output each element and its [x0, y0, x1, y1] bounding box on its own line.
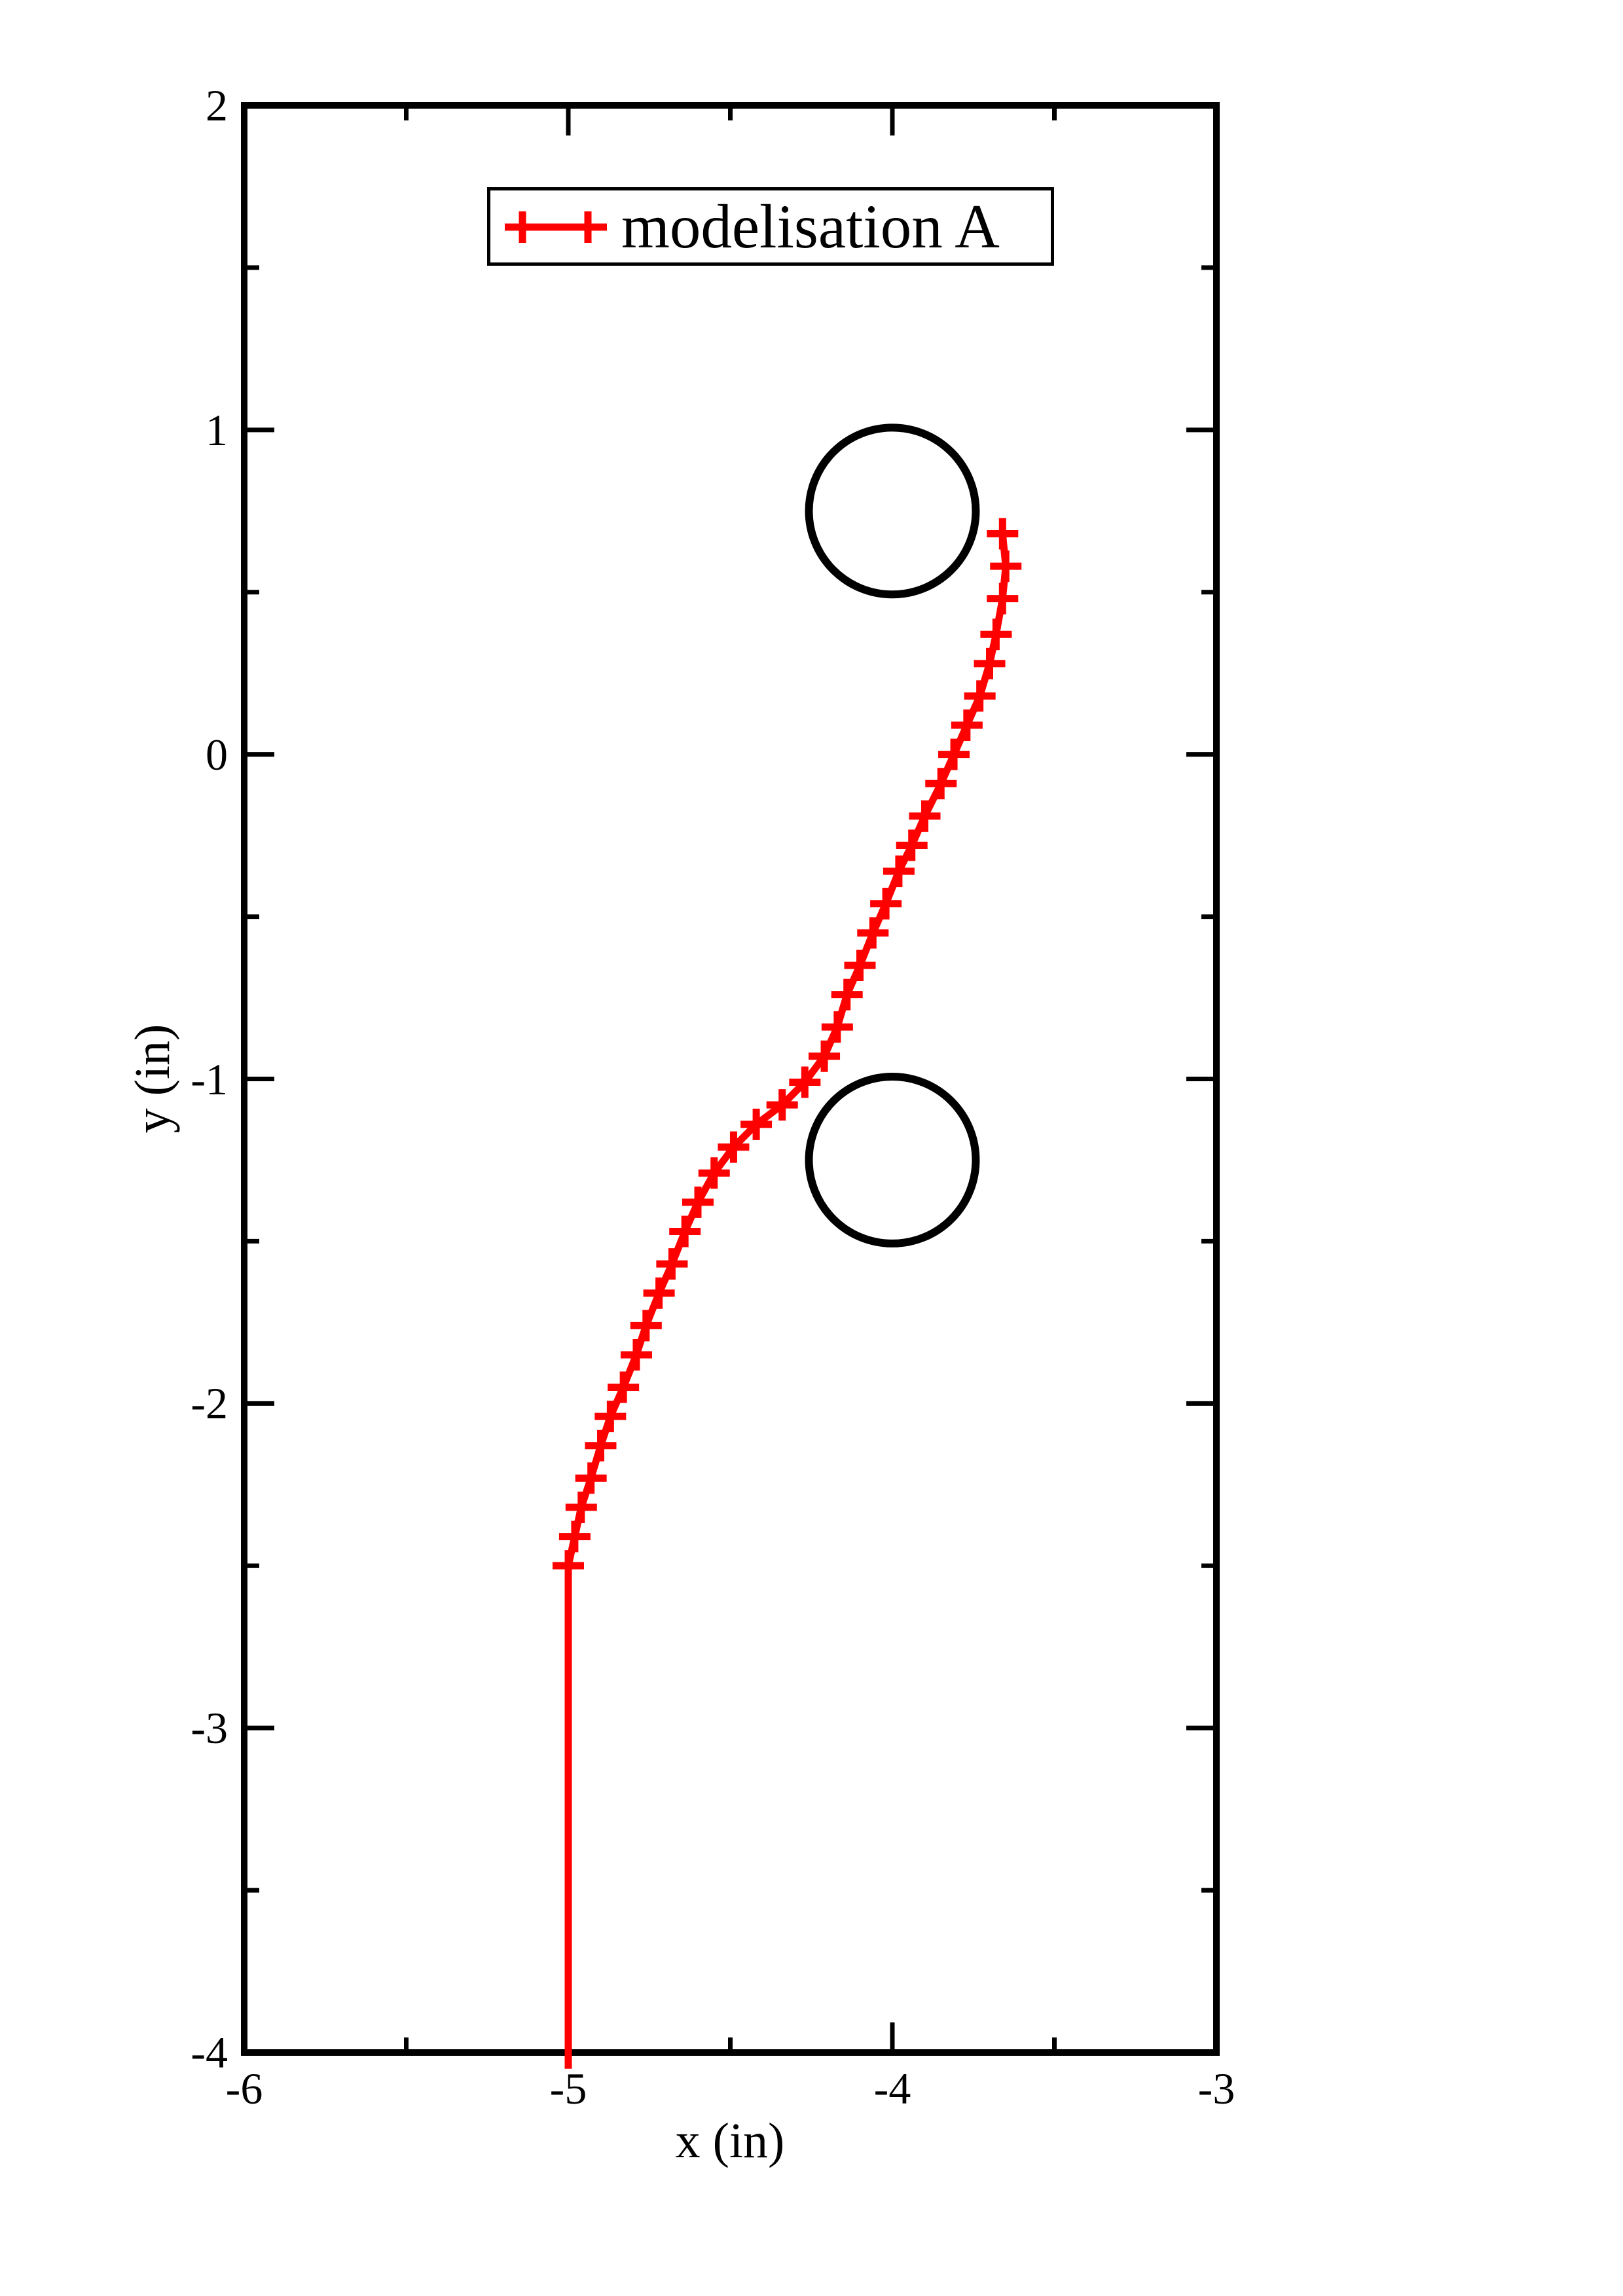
- data-point-plus-marker: [974, 647, 1006, 679]
- trajectory-line: [564, 533, 1010, 1567]
- y-axis-title: y (in): [125, 1024, 180, 1134]
- data-point-plus-marker: [698, 1157, 730, 1189]
- data-point-plus-marker: [669, 1215, 701, 1247]
- data-point-plus-marker: [964, 680, 996, 712]
- obstacle-circle: [805, 423, 980, 599]
- y-tick-label: -4: [191, 2028, 228, 2077]
- data-point-plus-marker: [630, 1310, 662, 1342]
- data-point-plus-marker: [789, 1066, 821, 1098]
- legend-entry-label: modelisation A: [621, 192, 1000, 261]
- data-point-plus-marker: [951, 709, 983, 742]
- legend-sample-plus-icon: [572, 211, 604, 243]
- data-point-plus-marker: [656, 1248, 688, 1280]
- data-point-plus-marker: [987, 518, 1019, 550]
- data-point-plus-marker: [987, 583, 1019, 615]
- y-tick-label: -3: [191, 1703, 228, 1753]
- data-point-plus-marker: [643, 1277, 675, 1309]
- data-point-plus-marker: [620, 1338, 652, 1371]
- data-point-plus-marker: [909, 800, 941, 832]
- data-point-plus-marker: [980, 619, 1012, 651]
- data-point-plus-marker: [844, 949, 876, 981]
- x-tick-label: -6: [225, 2064, 263, 2113]
- y-tick-label: 2: [206, 81, 228, 130]
- y-tick-label: -2: [191, 1378, 228, 1429]
- data-point-plus-marker: [831, 978, 863, 1011]
- legend-line-sample: [505, 211, 607, 243]
- data-point-plus-marker: [718, 1131, 750, 1163]
- data-point-plus-marker: [870, 888, 902, 920]
- legend-box: modelisation A: [487, 187, 1054, 266]
- data-point-plus-marker: [766, 1089, 798, 1121]
- y-tick-label: 1: [206, 404, 228, 455]
- data-point-plus-marker: [896, 829, 928, 861]
- data-point-plus-marker: [575, 1462, 607, 1494]
- data-point-plus-marker: [925, 768, 957, 800]
- data-point-plus-marker: [553, 1550, 584, 1582]
- data-point-plus-marker: [682, 1186, 714, 1218]
- obstacle-circle: [805, 1072, 980, 1247]
- x-tick-label: -3: [1197, 2064, 1235, 2113]
- x-tick-label: -5: [549, 2064, 587, 2113]
- data-point-plus-marker: [608, 1371, 640, 1403]
- data-point-plus-marker: [565, 1492, 597, 1523]
- data-point-plus-marker: [558, 1520, 591, 1552]
- x-tick-label: -4: [873, 2064, 911, 2113]
- data-point-plus-marker: [883, 855, 915, 888]
- data-point-plus-marker: [809, 1040, 841, 1072]
- plot-frame: [241, 102, 1220, 2056]
- data-point-plus-marker: [594, 1401, 627, 1433]
- data-point-plus-marker: [585, 1429, 617, 1462]
- data-point-plus-marker: [938, 738, 970, 770]
- data-point-plus-marker: [821, 1011, 853, 1043]
- y-tick-label: 0: [206, 729, 228, 780]
- data-point-plus-marker: [740, 1108, 773, 1140]
- x-axis-title: x (in): [675, 2113, 785, 2168]
- data-point-plus-marker: [990, 550, 1022, 583]
- y-tick-label: -1: [191, 1054, 228, 1104]
- data-point-plus-marker: [857, 917, 889, 949]
- legend-sample-plus-icon: [507, 211, 538, 243]
